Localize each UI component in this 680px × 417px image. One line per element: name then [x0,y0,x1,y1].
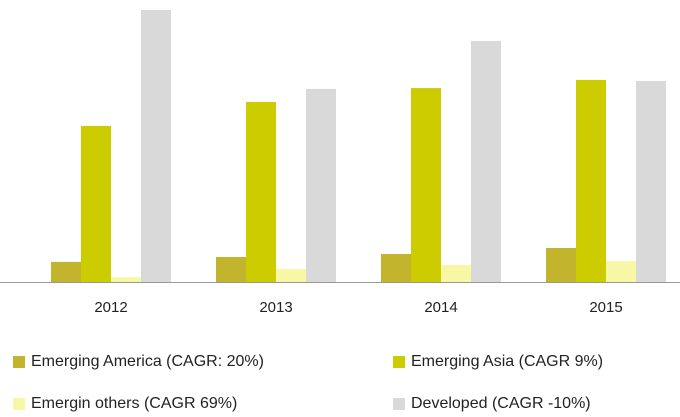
legend-swatch [13,398,25,410]
x-tick-label: 2012 [94,299,127,316]
bar [111,277,141,282]
legend-label: Developed (CAGR -10%) [411,395,591,412]
legend-label: Emerging Asia (CAGR 9%) [411,353,603,370]
legend-swatch [393,356,405,368]
bar [606,261,636,282]
bar [576,79,606,283]
bar [441,264,471,282]
bar [246,101,276,282]
bar [411,88,441,283]
bar [306,88,336,282]
x-tick-label: 2014 [424,299,457,316]
bar [546,248,576,282]
bar [276,268,306,282]
legend-swatch [13,356,25,368]
x-tick-label: 2015 [589,299,622,316]
x-tick-label: 2013 [259,299,292,316]
bar [381,253,411,282]
bar [216,256,246,282]
bar [471,41,501,283]
legend-swatch [393,398,405,410]
legend-label: Emergin others (CAGR 69%) [31,395,237,412]
bar [141,10,171,282]
bar [81,125,111,282]
legend-label: Emerging America (CAGR: 20%) [31,353,264,370]
bar [51,261,81,282]
bar [636,80,666,282]
